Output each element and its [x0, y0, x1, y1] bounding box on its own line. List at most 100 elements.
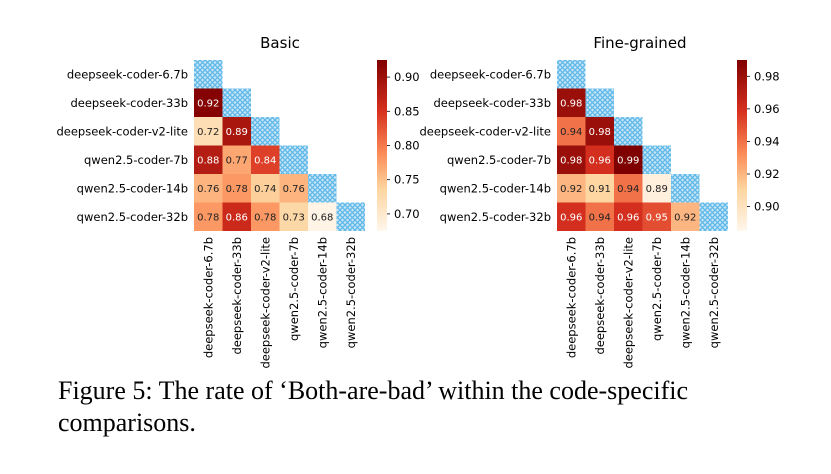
- colorbar: [377, 60, 387, 231]
- x-tick-label: deepseek-coder-33b: [593, 237, 607, 355]
- figure-caption: Figure 5: The rate of ‘Both-are-bad’ wit…: [58, 376, 689, 437]
- colorbar-tick-label: 0.98: [754, 69, 780, 83]
- diagonal-cell: [585, 88, 614, 117]
- diagonal-cell: [642, 145, 671, 174]
- cell-value-label: 0.84: [254, 155, 276, 166]
- y-tick-label: qwen2.5-coder-7b: [84, 153, 188, 167]
- cell-value-label: 0.76: [283, 184, 305, 195]
- chart-title-0: Basic: [260, 34, 300, 52]
- colorbar: [737, 60, 747, 231]
- diagonal-cell: [194, 60, 223, 89]
- cell-value-label: 0.78: [226, 184, 248, 195]
- cell-value-label: 0.74: [254, 184, 276, 195]
- heatmap-cell: [222, 174, 251, 203]
- heatmap-cell: [614, 145, 643, 174]
- diagonal-cell: [251, 117, 280, 146]
- cell-value-label: 0.96: [560, 212, 582, 223]
- colorbar-tick-label: 0.80: [394, 139, 420, 153]
- heatmap-cell: [585, 202, 614, 231]
- x-tick-label: qwen2.5-coder-14b: [315, 237, 329, 348]
- cell-value-label: 0.78: [197, 212, 219, 223]
- colorbar-tick-label: 0.92: [754, 167, 780, 181]
- heatmap-cell: [194, 88, 223, 117]
- heatmap-cell: [642, 174, 671, 203]
- cell-value-label: 0.96: [617, 212, 639, 223]
- cell-value-label: 0.76: [197, 184, 219, 195]
- cell-value-label: 0.73: [283, 212, 305, 223]
- cell-value-label: 0.99: [617, 155, 639, 166]
- y-tick-label: deepseek-coder-33b: [433, 96, 551, 110]
- y-tick-label: qwen2.5-coder-32b: [440, 210, 551, 224]
- cell-value-label: 0.89: [646, 184, 668, 195]
- heatmap-cell: [557, 117, 586, 146]
- diagonal-cell: [557, 60, 586, 89]
- colorbar-tick-label: 0.85: [394, 104, 420, 118]
- heatmap-cell: [222, 202, 251, 231]
- heatmap-cell: [557, 145, 586, 174]
- diagonal-cell: [614, 117, 643, 146]
- cell-value-label: 0.94: [560, 127, 582, 138]
- heatmap-cell: [585, 174, 614, 203]
- heatmap-cell: [671, 202, 700, 231]
- cell-value-label: 0.89: [226, 127, 248, 138]
- cell-value-label: 0.68: [311, 212, 333, 223]
- diagonal-cell: [671, 174, 700, 203]
- x-tick-label: deepseek-coder-6.7b: [201, 237, 215, 358]
- heatmap-cell: [557, 174, 586, 203]
- diagonal-cell: [308, 174, 337, 203]
- cell-value-label: 0.86: [226, 212, 248, 223]
- diagonal-cell: [336, 202, 365, 231]
- colorbar-tick-label: 0.90: [754, 200, 780, 214]
- heatmap-cell: [222, 145, 251, 174]
- colorbar-tick-label: 0.75: [394, 173, 420, 187]
- x-tick-label: deepseek-coder-33b: [230, 237, 244, 355]
- x-tick-label: qwen2.5-coder-14b: [678, 237, 692, 348]
- diagonal-cell: [222, 88, 251, 117]
- heatmap-cell: [251, 202, 280, 231]
- x-tick-label: qwen2.5-coder-32b: [707, 237, 721, 348]
- cell-value-label: 0.94: [589, 212, 611, 223]
- heatmap-cell: [585, 117, 614, 146]
- cell-value-label: 0.92: [560, 184, 582, 195]
- colorbar-tick-label: 0.70: [394, 207, 420, 221]
- chart-title-1: Fine-grained: [593, 34, 686, 52]
- heatmap-cell: [557, 88, 586, 117]
- y-tick-label: deepseek-coder-6.7b: [67, 67, 188, 81]
- x-tick-label: deepseek-coder-v2-lite: [258, 237, 272, 369]
- x-tick-label: deepseek-coder-6.7b: [564, 237, 578, 358]
- y-tick-label: deepseek-coder-v2-lite: [419, 124, 551, 138]
- heatmap-cell: [194, 174, 223, 203]
- heatmap-cell: [585, 145, 614, 174]
- y-tick-label: qwen2.5-coder-14b: [440, 181, 551, 195]
- cell-value-label: 0.92: [197, 98, 219, 109]
- cell-value-label: 0.92: [674, 212, 696, 223]
- heatmap-cell: [642, 202, 671, 231]
- cell-value-label: 0.91: [589, 184, 611, 195]
- heatmap-cell: [614, 202, 643, 231]
- cell-value-label: 0.94: [617, 184, 639, 195]
- y-tick-label: deepseek-coder-33b: [70, 96, 188, 110]
- y-tick-label: qwen2.5-coder-7b: [447, 153, 551, 167]
- cell-value-label: 0.98: [589, 127, 611, 138]
- heatmap-cell: [222, 117, 251, 146]
- x-tick-label: qwen2.5-coder-7b: [650, 237, 664, 341]
- heatmap-cell: [308, 202, 337, 231]
- cell-value-label: 0.98: [560, 98, 582, 109]
- heatmap-cell: [194, 202, 223, 231]
- y-tick-label: qwen2.5-coder-32b: [77, 210, 188, 224]
- heatmap-cell: [251, 174, 280, 203]
- diagonal-cell: [279, 145, 308, 174]
- heatmap-cell: [279, 174, 308, 203]
- y-tick-label: deepseek-coder-6.7b: [430, 67, 551, 81]
- heatmap-cell: [557, 202, 586, 231]
- y-tick-label: deepseek-coder-v2-lite: [56, 124, 188, 138]
- heatmap-cell: [194, 145, 223, 174]
- cell-value-label: 0.77: [226, 155, 248, 166]
- heatmap-cell: [614, 174, 643, 203]
- cell-value-label: 0.98: [560, 155, 582, 166]
- colorbar-tick-label: 0.96: [754, 102, 780, 116]
- cell-value-label: 0.88: [197, 155, 219, 166]
- y-tick-label: qwen2.5-coder-14b: [77, 181, 188, 195]
- diagonal-cell: [699, 202, 728, 231]
